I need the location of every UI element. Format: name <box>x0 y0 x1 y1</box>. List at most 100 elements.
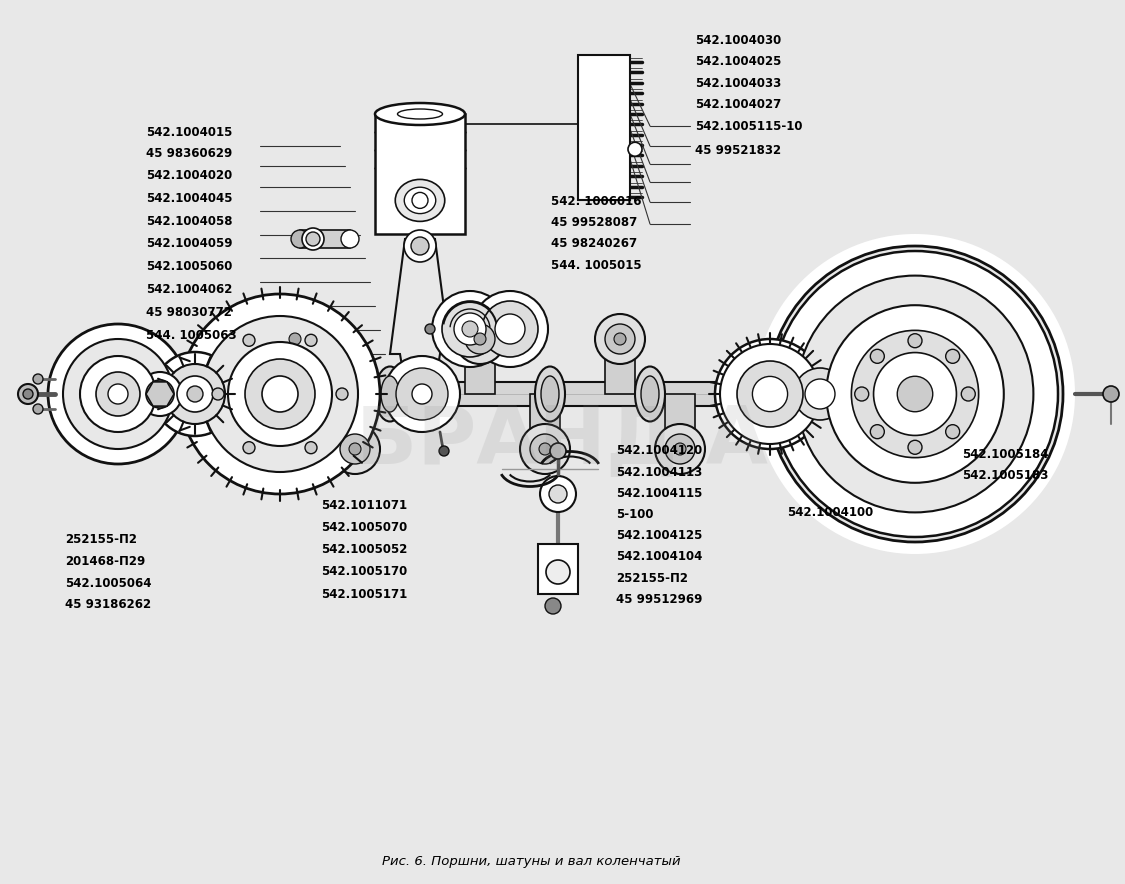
Circle shape <box>472 291 548 367</box>
Text: 542.1005070: 542.1005070 <box>321 522 407 534</box>
Text: 542.1005060: 542.1005060 <box>146 261 233 273</box>
Text: 542.1005184: 542.1005184 <box>962 448 1048 461</box>
Circle shape <box>243 442 255 453</box>
Circle shape <box>18 384 38 404</box>
Ellipse shape <box>721 376 739 412</box>
Text: Рис. 6. Поршни, шатуны и вал коленчатый: Рис. 6. Поршни, шатуны и вал коленчатый <box>382 855 681 868</box>
Circle shape <box>425 324 435 334</box>
Ellipse shape <box>375 103 465 125</box>
Circle shape <box>782 356 858 432</box>
Circle shape <box>280 324 310 354</box>
Circle shape <box>855 387 868 401</box>
Text: 542.1004058: 542.1004058 <box>146 216 233 228</box>
Circle shape <box>549 485 567 503</box>
Text: 542.1005052: 542.1005052 <box>321 544 407 556</box>
Text: 542.1005115-10: 542.1005115-10 <box>695 120 803 133</box>
Bar <box>665 394 695 449</box>
Circle shape <box>495 314 525 344</box>
Ellipse shape <box>235 367 266 422</box>
Text: 45 99521832: 45 99521832 <box>695 144 782 156</box>
Text: 542.1004104: 542.1004104 <box>616 551 703 563</box>
Text: 542.1004125: 542.1004125 <box>616 530 703 542</box>
Circle shape <box>180 294 380 494</box>
Bar <box>300 230 350 248</box>
Circle shape <box>262 376 298 412</box>
Circle shape <box>243 334 255 347</box>
Ellipse shape <box>634 367 665 422</box>
Ellipse shape <box>341 230 359 248</box>
Text: 201468-П29: 201468-П29 <box>65 555 145 568</box>
Circle shape <box>33 374 43 384</box>
Circle shape <box>755 234 1076 554</box>
Circle shape <box>614 333 626 345</box>
Text: 542.1004020: 542.1004020 <box>146 170 233 182</box>
Polygon shape <box>390 239 450 384</box>
Text: 542.1004015: 542.1004015 <box>146 126 233 139</box>
Circle shape <box>80 356 156 432</box>
Bar <box>465 339 495 394</box>
Text: 45 93186262: 45 93186262 <box>65 598 152 611</box>
Bar <box>340 394 370 449</box>
Text: 542.1004115: 542.1004115 <box>616 487 703 499</box>
Circle shape <box>1102 386 1119 402</box>
Text: 45 99512969: 45 99512969 <box>616 593 703 606</box>
Circle shape <box>439 446 449 456</box>
Ellipse shape <box>395 179 444 221</box>
Circle shape <box>826 305 1004 483</box>
Circle shape <box>212 388 224 400</box>
Circle shape <box>411 237 429 255</box>
Circle shape <box>412 384 432 404</box>
Text: 542. 1006016: 542. 1006016 <box>551 195 641 208</box>
Circle shape <box>48 324 188 464</box>
Circle shape <box>245 359 315 429</box>
Bar <box>150 382 810 406</box>
Text: 542.1004059: 542.1004059 <box>146 238 233 250</box>
Circle shape <box>873 353 956 436</box>
Circle shape <box>772 251 1058 537</box>
Circle shape <box>550 443 566 459</box>
Text: 544. 1005063: 544. 1005063 <box>146 329 237 341</box>
Circle shape <box>539 443 551 455</box>
Text: БРАНД А: БРАНД А <box>356 403 768 481</box>
Circle shape <box>796 276 1034 513</box>
Circle shape <box>455 313 486 345</box>
Circle shape <box>228 342 332 446</box>
Circle shape <box>540 476 576 512</box>
Text: 45 98240267: 45 98240267 <box>551 238 638 250</box>
Text: 542.1004045: 542.1004045 <box>146 193 233 205</box>
Circle shape <box>404 230 436 262</box>
Circle shape <box>546 560 570 584</box>
Text: 252155-П2: 252155-П2 <box>616 572 688 584</box>
Circle shape <box>270 314 320 364</box>
Polygon shape <box>146 382 174 406</box>
Circle shape <box>908 334 922 347</box>
Circle shape <box>753 377 787 412</box>
Text: 252155-П2: 252155-П2 <box>65 533 137 545</box>
Circle shape <box>530 434 560 464</box>
Circle shape <box>63 339 173 449</box>
Text: 542.1005183: 542.1005183 <box>962 469 1048 482</box>
Circle shape <box>605 324 634 354</box>
Circle shape <box>767 246 1063 542</box>
Circle shape <box>720 344 820 444</box>
Circle shape <box>737 361 803 427</box>
Circle shape <box>674 443 686 455</box>
Circle shape <box>305 334 317 347</box>
Bar <box>605 339 634 394</box>
Circle shape <box>187 386 202 402</box>
Circle shape <box>946 349 960 363</box>
Circle shape <box>202 316 358 472</box>
Circle shape <box>852 331 979 458</box>
Circle shape <box>462 321 478 337</box>
Circle shape <box>455 314 505 364</box>
Text: 45 98030772: 45 98030772 <box>146 306 232 318</box>
Bar <box>280 339 310 394</box>
Circle shape <box>165 364 225 424</box>
Text: 542.1005064: 542.1005064 <box>65 577 152 590</box>
Circle shape <box>349 443 361 455</box>
Circle shape <box>794 368 846 420</box>
Circle shape <box>871 349 884 363</box>
Circle shape <box>716 339 825 449</box>
Text: 544. 1005015: 544. 1005015 <box>551 259 642 271</box>
Bar <box>806 344 835 444</box>
